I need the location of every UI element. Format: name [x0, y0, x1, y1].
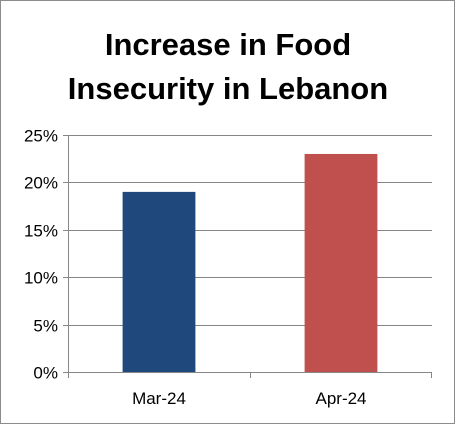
- y-tick-label: 25%: [24, 127, 58, 146]
- y-tick-label: 15%: [24, 222, 58, 241]
- x-tick-label: Mar-24: [132, 389, 186, 408]
- y-tick-label: 20%: [24, 174, 58, 193]
- bar-mar-24: [122, 191, 196, 372]
- bar-apr-24: [304, 153, 378, 372]
- tick-labels: 0% 5% 10% 15% 20% 25% Mar-24 Apr-24: [24, 127, 367, 409]
- y-tick-label: 10%: [24, 269, 58, 288]
- axes: [63, 135, 432, 378]
- chart-title-line-2: Insecurity in Lebanon: [68, 71, 388, 106]
- y-tick-label: 5%: [33, 317, 58, 336]
- chart-title-line-1: Increase in Food: [105, 27, 351, 62]
- bars: [122, 153, 378, 372]
- y-tick-label: 0%: [33, 364, 58, 383]
- x-tick-label: Apr-24: [315, 389, 366, 408]
